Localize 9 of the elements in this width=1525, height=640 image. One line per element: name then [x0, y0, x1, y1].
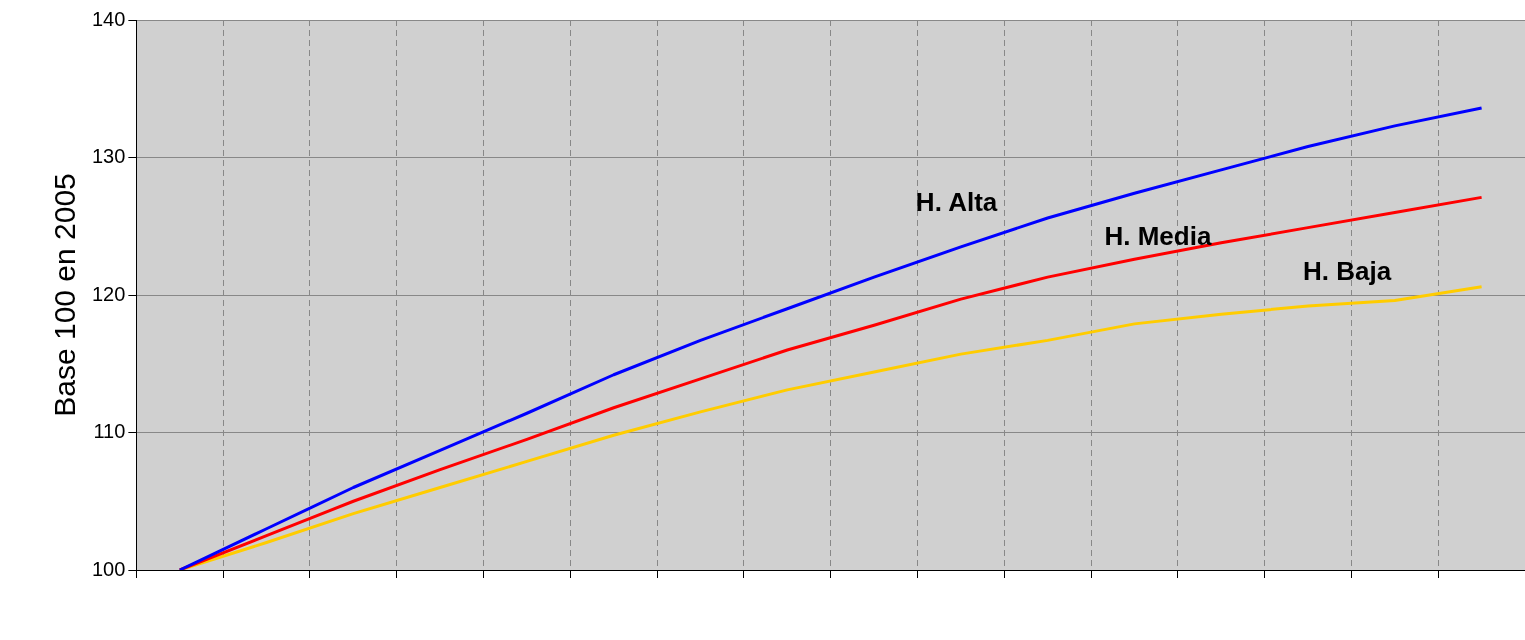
y-tick-label: 100 [91, 557, 126, 580]
y-axis-title: Base 100 en 2005 [48, 173, 82, 417]
series-label: H. Media [1104, 221, 1212, 252]
series-label: H. Baja [1303, 256, 1392, 287]
series-label: H. Alta [915, 187, 998, 218]
y-tick-label: 110 [93, 420, 126, 443]
y-tick-label: 140 [91, 7, 126, 30]
y-tick-label: 120 [91, 282, 126, 305]
y-tick-label: 130 [91, 145, 126, 168]
